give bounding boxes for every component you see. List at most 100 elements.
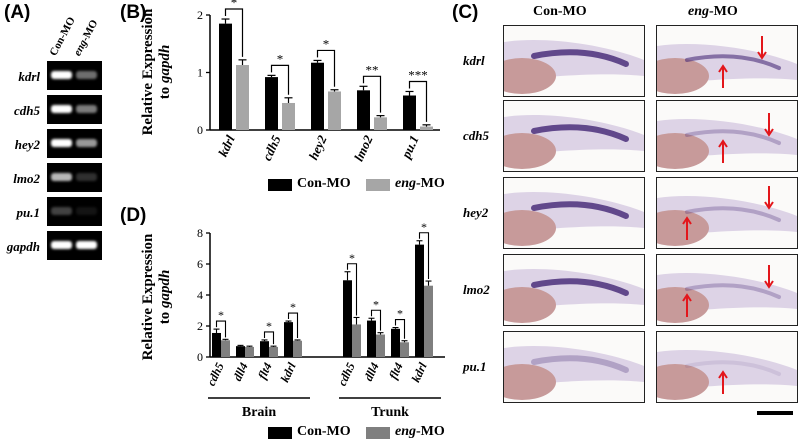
red-arrowhead: [682, 216, 692, 225]
y-tick-label: 0: [197, 123, 203, 137]
vessel-staining: [685, 206, 781, 222]
embryo-yolk: [657, 133, 709, 169]
x-tick-label: flt4: [386, 360, 406, 381]
embryo-image: [504, 269, 644, 323]
significance-bracket: [287, 312, 299, 338]
significance-label: *: [373, 297, 379, 311]
significance-bracket: [370, 309, 382, 331]
y-axis-label: Relative Expressionto gapdh: [140, 233, 173, 360]
vessel-staining: [531, 355, 629, 373]
gel-band: [76, 207, 97, 215]
significance-bracket: [316, 49, 336, 87]
ish-image-eng: [656, 25, 798, 97]
gel-row-label: kdrl: [18, 69, 40, 84]
ish-image-con: [503, 254, 645, 326]
significance-label: *: [277, 51, 284, 66]
significance-bracket: [263, 331, 275, 345]
red-arrowhead: [718, 64, 728, 73]
legend-b-con-swatch: [268, 179, 292, 191]
y-tick-label: 6: [197, 257, 203, 271]
bar: [245, 346, 254, 357]
significance-bracket: [362, 75, 382, 113]
red-arrowhead: [718, 139, 728, 148]
gel-row-label: pu.1: [16, 205, 40, 220]
x-tick-label: dll4: [361, 360, 382, 383]
x-tick-label: pu.1: [398, 133, 422, 162]
legend-b-eng-swatch: [366, 179, 390, 191]
significance-bracket: [224, 8, 244, 57]
bar: [260, 341, 269, 357]
embryo-image: [657, 186, 797, 246]
red-arrowhead: [764, 128, 774, 137]
ish-image-eng: [656, 100, 798, 172]
y-tick-label: 0: [197, 350, 203, 364]
gel-lane-image: [47, 61, 102, 90]
significance-label: *: [349, 251, 355, 265]
embryo-yolk: [504, 58, 556, 94]
bar: [284, 322, 293, 357]
embryo-image: [504, 192, 644, 246]
significance-label: *: [323, 36, 330, 51]
panel-label-b: (B): [120, 2, 147, 23]
y-axis-label: Relative Expressionto gapdh: [140, 8, 173, 135]
red-arrowhead: [764, 280, 774, 289]
x-tick-label: dll4: [230, 360, 251, 383]
vessel-staining: [531, 49, 629, 67]
red-arrowhead: [718, 370, 728, 379]
significance-bracket: [408, 80, 428, 122]
ish-header-con: Con-MO: [533, 4, 587, 19]
panel-label-a: (A): [4, 2, 31, 23]
embryo-image: [657, 350, 797, 400]
significance-label: *: [421, 220, 427, 234]
gel-lane-image: [47, 129, 102, 158]
y-tick-label: 4: [197, 288, 203, 302]
legend-d-eng-swatch: [366, 427, 390, 439]
embryo-yolk: [504, 287, 556, 323]
x-tick-label: kdrl: [409, 360, 430, 385]
gel-lane-image: [47, 163, 102, 192]
ish-row-label: cdh5: [463, 128, 489, 143]
y-tick-label: 8: [197, 226, 203, 240]
gel-row-label: cdh5: [14, 103, 40, 118]
gel-band: [76, 139, 97, 147]
gel-lane-image: [47, 197, 102, 226]
ish-row-label: pu.1: [463, 359, 487, 374]
significance-label: ***: [408, 67, 428, 82]
bar: [391, 328, 400, 357]
ish-image-con: [503, 331, 645, 403]
significance-label: *: [218, 308, 224, 322]
significance-label: *: [266, 319, 272, 333]
embryo-yolk: [504, 133, 556, 169]
bar: [367, 320, 376, 357]
ish-image-con: [503, 25, 645, 97]
bar: [212, 332, 221, 357]
embryo-yolk: [504, 364, 556, 400]
gel-band: [76, 71, 97, 79]
significance-bracket: [418, 232, 430, 280]
x-tick-label: cdh5: [204, 360, 227, 388]
gel-band: [51, 71, 72, 79]
vessel-staining: [531, 278, 629, 296]
embryo-image: [657, 36, 797, 94]
gel-band: [76, 173, 97, 181]
significance-bracket: [270, 64, 290, 95]
gel-band: [51, 207, 72, 215]
gel-band: [76, 105, 97, 113]
vessel-staining: [531, 201, 629, 219]
embryo-image: [504, 115, 644, 169]
bar: [236, 65, 249, 130]
x-tick-label: kdrl: [215, 133, 238, 159]
gel-band: [76, 241, 97, 249]
ish-image-con: [503, 100, 645, 172]
bar-chart-b: Relative Expressionto gapdh 0 1 2 * kdrl * cdh5…: [140, 0, 440, 163]
significance-label: *: [231, 0, 238, 10]
embryo-image: [657, 265, 797, 323]
significance-label: *: [397, 307, 403, 321]
ish-image-con: [503, 177, 645, 249]
group-label: Trunk: [371, 405, 409, 420]
bar: [420, 126, 433, 130]
legend-d-con-label: Con-MO: [297, 424, 351, 439]
embryo-yolk: [657, 364, 709, 400]
ish-row-label: hey2: [463, 205, 489, 220]
legend-d-eng-label: eng-MO: [395, 424, 445, 440]
